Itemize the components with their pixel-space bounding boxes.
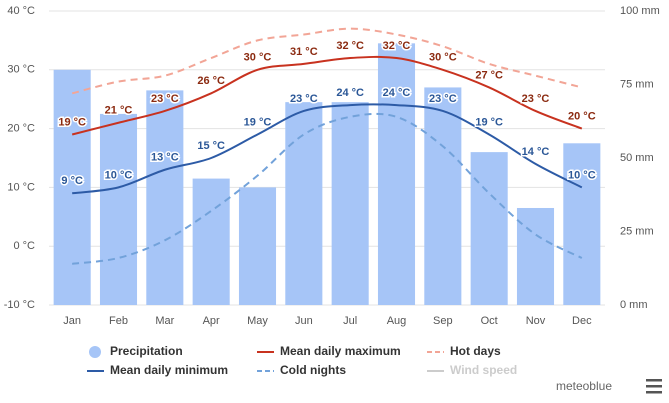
x-tick-label: Nov — [526, 315, 546, 327]
data-label: 23 °C — [290, 93, 318, 105]
y-tick-label: -10 °C — [4, 299, 35, 311]
data-label: 23 °C — [151, 93, 179, 105]
legend-label: Precipitation — [110, 344, 183, 358]
y-tick-label: 40 °C — [7, 5, 35, 17]
line — [71, 27, 583, 95]
data-labels: 19 °C 21 °C 23 °C 26 °C 30 °C 31 °C 32 °C 32 °C… — [57, 38, 597, 188]
bar — [285, 102, 323, 305]
bar — [99, 113, 138, 306]
y2-tick-label: 0 mm — [620, 299, 648, 311]
data-label: 24 °C — [336, 87, 364, 99]
bar — [53, 69, 91, 305]
x-tick-label: Jan — [63, 315, 81, 327]
data-label: 14 °C — [522, 146, 550, 158]
x-tick-label: Feb — [109, 315, 128, 327]
lines — [71, 27, 583, 265]
x-tick-label: Dec — [572, 315, 592, 327]
data-label: 13 °C — [151, 152, 179, 164]
data-label: 27 °C — [475, 69, 503, 81]
bar — [516, 207, 555, 305]
y2-tick-label: 75 mm — [620, 78, 654, 90]
x-tick-label: Aug — [387, 315, 407, 327]
y-tick-label: 20 °C — [7, 123, 35, 135]
y-tick-label: 10 °C — [7, 181, 35, 193]
data-label: 31 °C — [290, 46, 318, 58]
bars — [53, 43, 601, 306]
data-label: 26 °C — [197, 75, 225, 87]
data-label: 32 °C — [383, 40, 411, 52]
menu-icon[interactable] — [646, 379, 662, 394]
bar — [192, 178, 230, 305]
x-tick-label: May — [247, 315, 268, 327]
x-tick-label: Sep — [433, 315, 453, 327]
x-tick-label: Jul — [343, 315, 357, 327]
bar — [331, 102, 369, 305]
bar — [470, 152, 508, 305]
data-label: 24 °C — [383, 87, 411, 99]
data-label: 23 °C — [429, 93, 457, 105]
data-label: 19 °C — [244, 116, 272, 128]
data-label: 10 °C — [105, 169, 133, 181]
data-label: 9 °C — [61, 175, 83, 187]
data-label: 23 °C — [522, 93, 550, 105]
data-label: 32 °C — [336, 40, 364, 52]
bar — [238, 187, 277, 305]
x-tick-label: Jun — [295, 315, 313, 327]
legend-label: Wind speed — [450, 363, 517, 377]
line — [71, 55, 583, 136]
x-tick-label: Apr — [203, 315, 220, 327]
bar — [424, 87, 462, 305]
legend-symbol — [89, 346, 101, 358]
credit: meteoblue — [556, 379, 612, 393]
data-label: 21 °C — [105, 105, 133, 117]
bar — [563, 143, 601, 305]
legend-label: Mean daily maximum — [280, 344, 401, 358]
grid — [49, 10, 605, 306]
y-tick-label: 0 °C — [13, 240, 35, 252]
y-tick-label: 30 °C — [7, 64, 35, 76]
x-tick-label: Mar — [155, 315, 174, 327]
data-label: 15 °C — [197, 140, 225, 152]
line — [72, 112, 583, 265]
bar — [146, 90, 184, 305]
data-label: 10 °C — [568, 169, 596, 181]
line — [72, 103, 583, 195]
y2-tick-label: 100 mm — [620, 5, 660, 17]
x-tick-label: Oct — [481, 315, 498, 327]
legend-label: Hot days — [450, 344, 501, 358]
bar — [377, 43, 416, 306]
data-label: 19 °C — [58, 116, 86, 128]
legend-label: Mean daily minimum — [110, 363, 228, 377]
data-label: 19 °C — [475, 116, 503, 128]
y2-tick-label: 50 mm — [620, 152, 654, 164]
data-label: 30 °C — [429, 52, 457, 64]
legend-label: Cold nights — [280, 363, 346, 377]
y2-tick-label: 25 mm — [620, 225, 654, 237]
data-label: 20 °C — [568, 111, 596, 123]
data-label: 30 °C — [244, 52, 272, 64]
